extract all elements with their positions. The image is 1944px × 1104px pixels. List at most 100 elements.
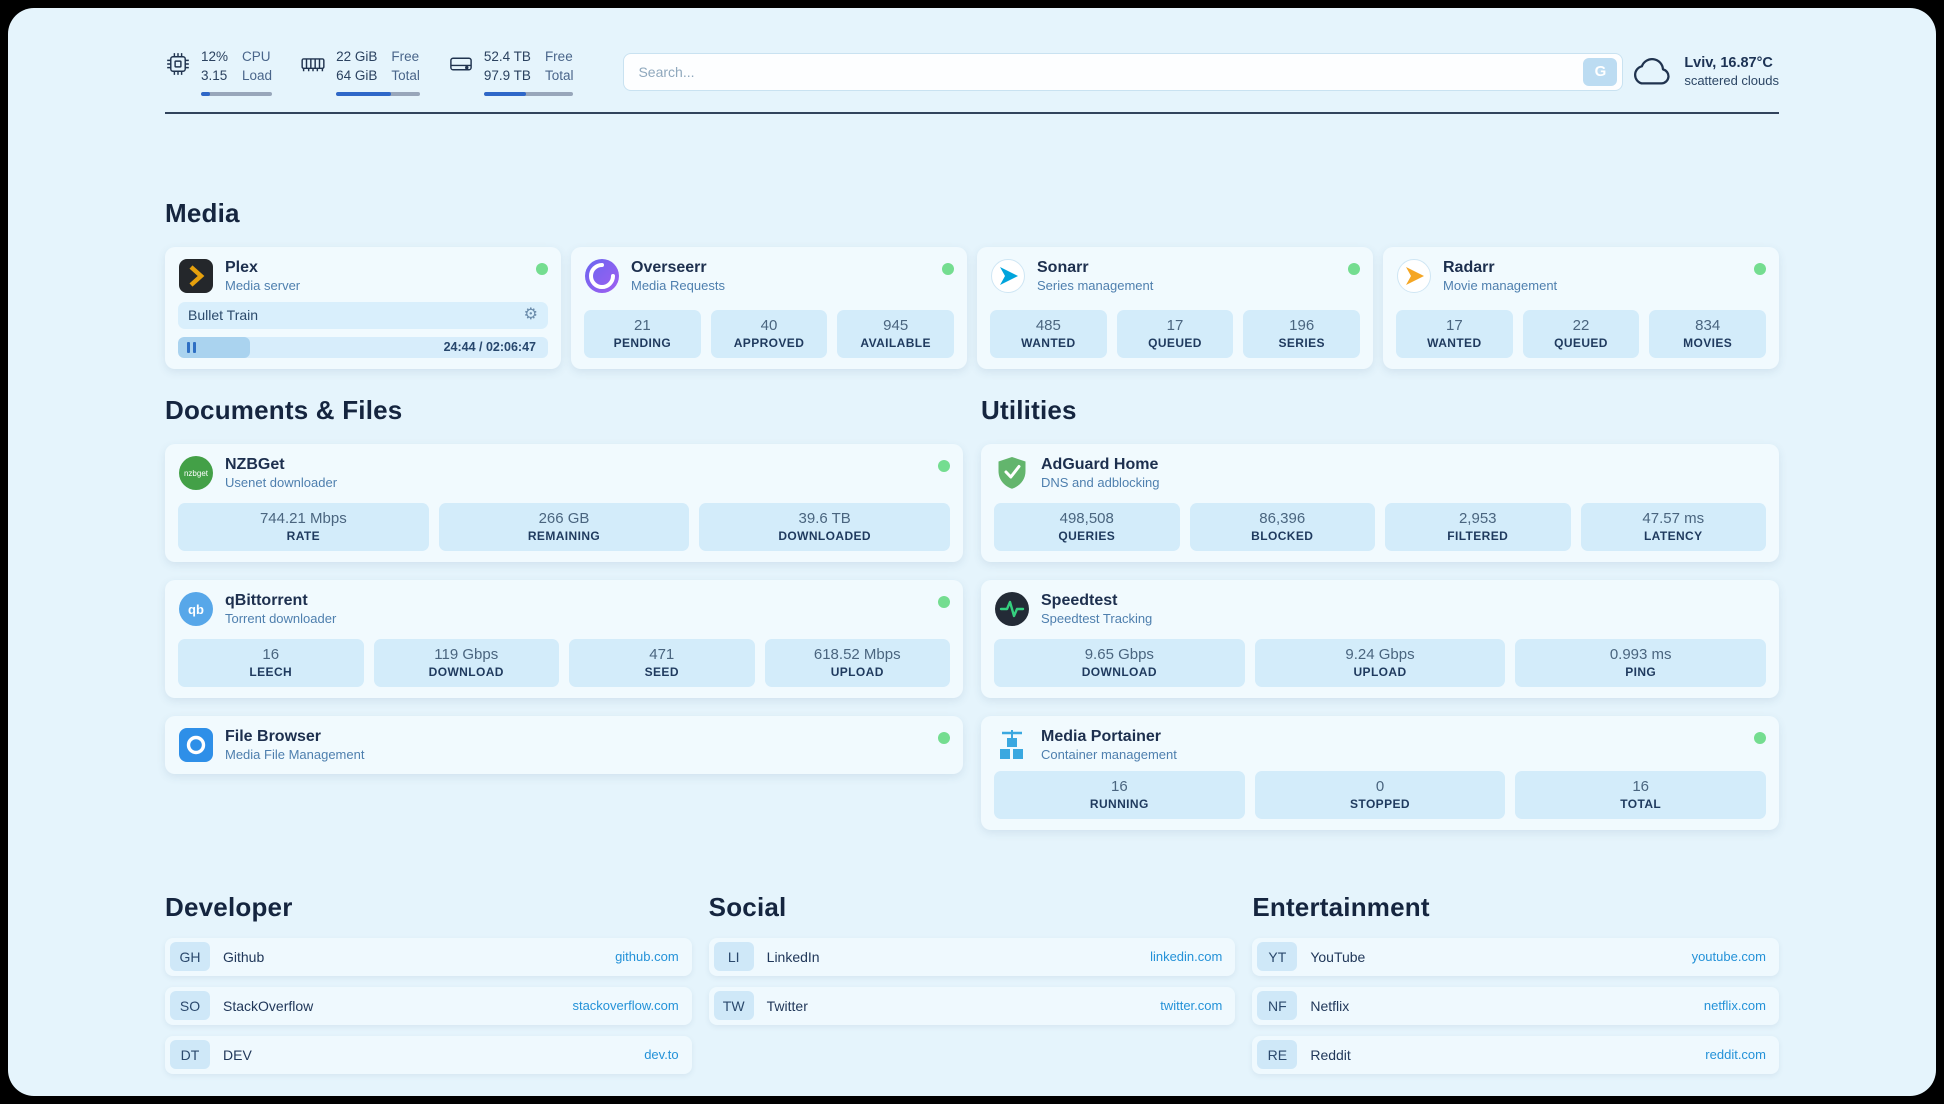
stat-value: 498,508: [1059, 509, 1114, 527]
pause-icon[interactable]: [187, 341, 196, 353]
stat-value: 945: [883, 316, 909, 334]
bookmark-reddit[interactable]: RE Reddit reddit.com: [1252, 1035, 1779, 1074]
stat-value: 16: [262, 645, 280, 663]
bookmark-stackoverflow[interactable]: SO StackOverflow stackoverflow.com: [165, 986, 692, 1025]
app-subtitle: Speedtest Tracking: [1041, 610, 1153, 626]
disk-free-label: Free: [544, 49, 573, 64]
app-subtitle: Media File Management: [225, 746, 365, 762]
stat-value: 744.21 Mbps: [259, 509, 347, 527]
bookmark-abbr: GH: [170, 942, 210, 972]
radarr-card[interactable]: Radarr Movie management 17 WANTED 22 QUE…: [1383, 246, 1779, 369]
bookmark-dev[interactable]: DT DEV dev.to: [165, 1035, 692, 1074]
bookmarks-developer: Developer GH Github github.com SO StackO…: [165, 892, 692, 1085]
bookmark-url[interactable]: netflix.com: [1703, 998, 1766, 1014]
bookmark-url[interactable]: stackoverflow.com: [572, 998, 679, 1014]
radarr-header: Radarr Movie management: [1396, 258, 1766, 294]
bookmark-github[interactable]: GH Github github.com: [165, 937, 692, 976]
cpu-widget: 12% 3.15 CPU Load: [165, 48, 273, 96]
stat-value: 834: [1695, 316, 1721, 334]
plex-card[interactable]: Plex Media server Bullet Train ⚙ 24:44 /…: [165, 246, 561, 369]
bookmark-abbr: LI: [713, 942, 754, 972]
qbittorrent-card[interactable]: qb qBittorrent Torrent downloader 16 LEE…: [165, 579, 963, 698]
stat-value: 0.993 ms: [1609, 645, 1672, 663]
nzbget-card[interactable]: nzbget NZBGet Usenet downloader 744.21 M…: [165, 443, 963, 562]
app-subtitle: DNS and adblocking: [1041, 474, 1160, 490]
stat-box: 196 SERIES: [1243, 309, 1361, 358]
stat-label: UPLOAD: [1353, 664, 1407, 679]
stat-box: 471 SEED: [569, 638, 755, 687]
stat-label: TOTAL: [1620, 796, 1662, 811]
hard-drive-icon: [450, 57, 472, 71]
bookmark-abbr: YT: [1257, 942, 1298, 972]
stat-label: PENDING: [613, 335, 672, 350]
disk-free-value: 52.4 TB: [483, 49, 531, 64]
bookmark-url[interactable]: dev.to: [644, 1047, 679, 1063]
stat-label: AVAILABLE: [860, 335, 931, 350]
app-subtitle: Media server: [225, 277, 301, 293]
search-input[interactable]: [638, 63, 1584, 80]
stat-value: 196: [1289, 316, 1315, 334]
filebrowser-header: File Browser Media File Management: [178, 727, 950, 763]
sonarr-card[interactable]: Sonarr Series management 485 WANTED 17 Q…: [977, 246, 1373, 369]
weather-location-temp: Lviv, 16.87°C: [1684, 55, 1773, 72]
filebrowser-card[interactable]: File Browser Media File Management: [165, 715, 963, 774]
cloud-icon: [1634, 57, 1670, 85]
search-engine-button[interactable]: G: [1583, 57, 1618, 86]
bookmark-url[interactable]: twitter.com: [1160, 998, 1223, 1014]
bookmarks-social: Social LI LinkedIn linkedin.com TW Twitt…: [708, 892, 1236, 1085]
status-dot: [1348, 262, 1360, 275]
stat-value: 485: [1035, 316, 1061, 334]
stat-label: DOWNLOAD: [1081, 664, 1157, 679]
speedtest-stats: 9.65 Gbps DOWNLOAD 9.24 Gbps UPLOAD 0.99…: [994, 638, 1767, 687]
search-bar[interactable]: G: [623, 52, 1624, 91]
sonarr-header: Sonarr Series management: [990, 258, 1360, 294]
bookmark-url[interactable]: linkedin.com: [1150, 949, 1223, 965]
status-dot: [1754, 731, 1766, 744]
bookmark-netflix[interactable]: NF Netflix netflix.com: [1252, 986, 1779, 1025]
bookmark-abbr: TW: [713, 991, 754, 1021]
adguard-shield-icon: [994, 455, 1030, 491]
overseerr-card[interactable]: Overseerr Media Requests 21 PENDING 40 A…: [571, 246, 967, 369]
app-subtitle: Media Requests: [631, 277, 725, 293]
app-name: Radarr: [1443, 258, 1495, 276]
stat-label: PING: [1625, 664, 1657, 679]
stat-value: 39.6 TB: [798, 509, 851, 527]
disk-usage-bar: [483, 91, 574, 96]
bookmark-url[interactable]: github.com: [615, 949, 679, 965]
bookmark-youtube[interactable]: YT YouTube youtube.com: [1252, 937, 1779, 976]
bookmark-linkedin[interactable]: LI LinkedIn linkedin.com: [708, 937, 1236, 976]
bookmark-name: LinkedIn: [766, 948, 820, 965]
portainer-card[interactable]: Media Portainer Container management 16 …: [981, 715, 1779, 830]
gear-icon[interactable]: ⚙: [523, 306, 538, 324]
weather-condition: scattered clouds: [1684, 73, 1779, 89]
bookmark-url[interactable]: youtube.com: [1691, 949, 1766, 965]
bookmark-twitter[interactable]: TW Twitter twitter.com: [708, 986, 1236, 1025]
stat-box: 119 Gbps DOWNLOAD: [373, 638, 559, 687]
portainer-header: Media Portainer Container management: [994, 727, 1766, 763]
stat-box: 2,953 FILTERED: [1385, 502, 1571, 551]
stat-label: REMAINING: [527, 528, 601, 543]
playback-progress-fill: [178, 336, 251, 358]
stat-label: UPLOAD: [830, 664, 884, 679]
stat-box: 16 LEECH: [178, 638, 364, 687]
qbittorrent-stats: 16 LEECH 119 Gbps DOWNLOAD 471 SEED 61: [178, 638, 950, 687]
section-title-documents: Documents & Files: [165, 394, 403, 425]
bookmark-name: StackOverflow: [223, 997, 314, 1014]
stat-value: 16: [1632, 777, 1650, 795]
stat-value: 40: [760, 316, 778, 334]
content-container: 12% 3.15 CPU Load: [165, 8, 1779, 1085]
adguard-card[interactable]: AdGuard Home DNS and adblocking 498,508 …: [981, 443, 1779, 562]
bookmark-name: YouTube: [1310, 948, 1366, 965]
stat-label: BLOCKED: [1251, 528, 1314, 543]
stat-box: 17 QUEUED: [1116, 309, 1234, 358]
utilities-column: Utilities AdGuard Home DNS and adblocki: [981, 395, 1779, 830]
filebrowser-icon: [178, 727, 214, 763]
stat-box: 22 QUEUED: [1522, 309, 1640, 358]
nzbget-icon: nzbget: [178, 455, 214, 491]
bookmark-name: DEV: [223, 1046, 252, 1063]
speedtest-card[interactable]: Speedtest Speedtest Tracking 9.65 Gbps D…: [981, 579, 1779, 698]
bookmark-url[interactable]: reddit.com: [1705, 1047, 1766, 1063]
svg-text:nzbget: nzbget: [184, 469, 209, 478]
playback-progress-bar[interactable]: 24:44 / 02:06:47: [178, 336, 548, 358]
stat-value: 22: [1572, 316, 1590, 334]
